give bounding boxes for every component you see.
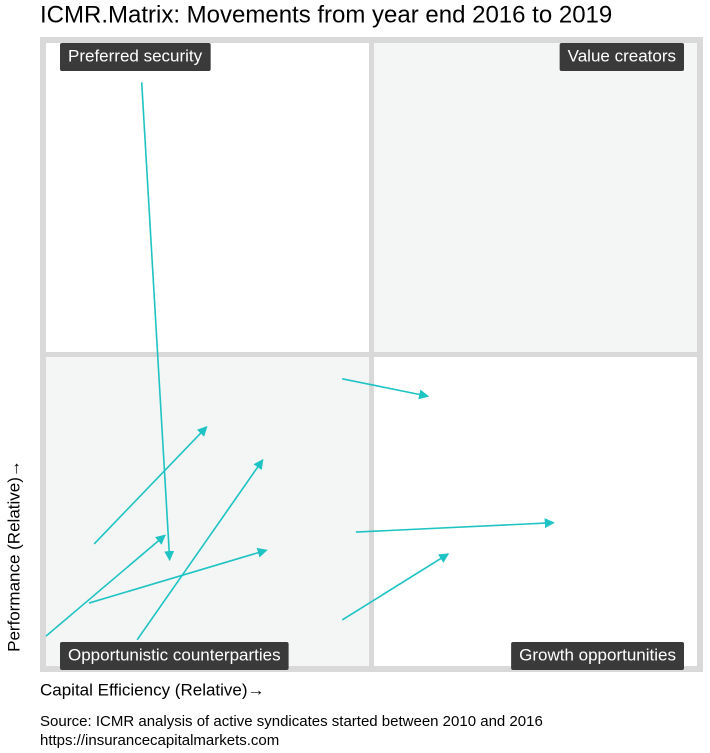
movement-arrow xyxy=(88,547,268,604)
quadrant-bg xyxy=(371,43,697,355)
movement-arrow xyxy=(341,553,450,621)
chart-title: ICMR.Matrix: Movements from year end 201… xyxy=(40,1,612,28)
quadrant-label-bg xyxy=(60,43,211,71)
movement-arrow xyxy=(342,378,430,400)
quadrant-label-bg xyxy=(559,43,684,71)
quadrant-label: Opportunistic counterparties xyxy=(68,645,281,664)
quadrant-label: Value creators xyxy=(568,46,676,65)
quadrant-label-bg xyxy=(511,642,684,670)
movement-arrow xyxy=(140,82,175,562)
source: Source: ICMR analysis of active syndicat… xyxy=(40,713,543,730)
source-url: https://insurancecapitalmarkets.com xyxy=(40,732,279,749)
quadrant-label-bg xyxy=(60,642,289,670)
y-axis-label: Performance (Relative)→ xyxy=(4,460,23,652)
movement-arrow xyxy=(93,426,208,545)
movement-arrow xyxy=(355,518,555,533)
movement-arrow xyxy=(136,458,264,641)
quadrant-bg xyxy=(46,354,372,666)
movement-arrow xyxy=(45,534,166,637)
x-axis-label: Capital Efficiency (Relative)→ xyxy=(40,680,265,699)
plot-area: Preferred security Value creators Opportun… xyxy=(40,37,703,672)
quadrant-label: Preferred security xyxy=(68,46,203,65)
quadrant-label: Growth opportunities xyxy=(519,645,676,664)
